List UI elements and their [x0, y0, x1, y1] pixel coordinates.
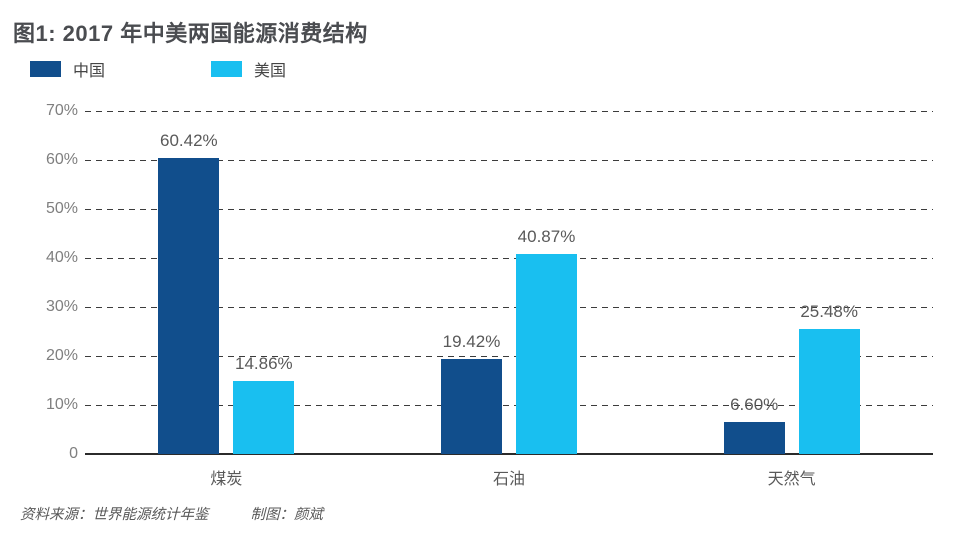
- bar-中国-天然气: [723, 421, 785, 454]
- bar-wrap: 19.42%: [441, 332, 502, 454]
- legend-swatch-0: [30, 61, 61, 77]
- value-label: 40.87%: [517, 226, 576, 246]
- value-label: 14.86%: [234, 354, 293, 374]
- bar-group-0: 60.42% 14.86% 煤炭: [85, 111, 368, 488]
- legend-item-1: 美国: [211, 57, 286, 81]
- gridline: [85, 405, 933, 406]
- footer: 资料来源：世界能源统计年鉴 制图：颜斌: [20, 503, 323, 524]
- gridline: [85, 160, 933, 161]
- value-label: 25.48%: [800, 302, 859, 322]
- y-tick-label: 40%: [45, 249, 78, 266]
- gridline: [85, 111, 933, 112]
- bar-中国-石油: [441, 358, 502, 454]
- bar-wrap: 14.86%: [233, 354, 295, 454]
- gridline: [85, 209, 933, 210]
- legend: 中国 美国: [30, 57, 286, 81]
- credit-note: 制图：颜斌: [250, 507, 324, 523]
- x-axis-line: [85, 453, 933, 455]
- bar-group-1: 19.42% 40.87% 石油: [368, 111, 651, 488]
- y-tick-label: 10%: [45, 396, 78, 413]
- y-tick-label: 0: [69, 445, 78, 462]
- bar-pair: 6.60% 25.48%: [723, 302, 860, 454]
- bar-美国-煤炭: [233, 381, 295, 454]
- bar-wrap: 6.60%: [723, 395, 785, 454]
- plot-area: 60.42% 14.86% 煤炭 19.42% 40.87% 石油 6.60% 25.48% 天…: [85, 111, 933, 488]
- y-tick-label: 70%: [45, 102, 78, 119]
- bar-pair: 60.42% 14.86%: [158, 131, 295, 454]
- bar-pair: 19.42% 40.87%: [441, 227, 577, 454]
- gridline: [85, 356, 933, 357]
- gridline: [85, 307, 933, 308]
- category-label-2: 天然气: [767, 471, 816, 488]
- bar-美国-石油: [516, 253, 577, 454]
- legend-item-0: 中国: [30, 57, 105, 81]
- source-note: 资料来源：世界能源统计年鉴: [20, 507, 209, 523]
- legend-label-0: 中国: [73, 63, 106, 80]
- value-label: 6.60%: [730, 394, 779, 414]
- bar-group-2: 6.60% 25.48% 天然气: [650, 111, 933, 488]
- bar-wrap: 40.87%: [516, 227, 577, 454]
- legend-label-1: 美国: [254, 63, 287, 80]
- y-tick-label: 50%: [45, 200, 78, 217]
- value-label: 19.42%: [442, 331, 501, 351]
- bar-中国-煤炭: [158, 157, 220, 454]
- legend-swatch-1: [211, 61, 243, 77]
- gridline: [85, 258, 933, 259]
- value-label: 60.42%: [159, 130, 218, 150]
- figure-title: 图1: 2017 年中美两国能源消费结构: [13, 21, 368, 46]
- category-label-1: 石油: [492, 471, 526, 488]
- bar-wrap: 60.42%: [158, 131, 220, 454]
- category-label-0: 煤炭: [210, 471, 243, 488]
- bar-wrap: 25.48%: [798, 302, 860, 454]
- y-tick-label: 30%: [45, 298, 78, 315]
- y-tick-label: 60%: [45, 151, 78, 168]
- bar-美国-天然气: [798, 329, 860, 454]
- y-tick-label: 20%: [45, 347, 78, 364]
